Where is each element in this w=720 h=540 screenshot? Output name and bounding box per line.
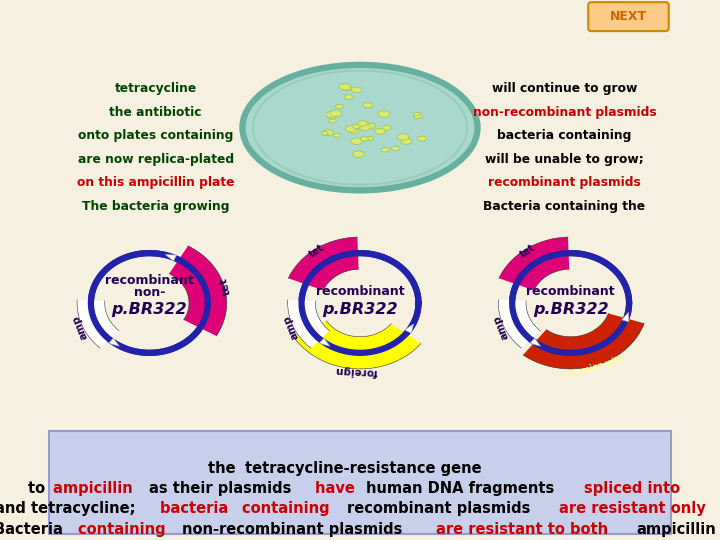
- Ellipse shape: [366, 137, 374, 140]
- Polygon shape: [169, 246, 227, 336]
- Text: are resistant only: are resistant only: [559, 501, 706, 516]
- Polygon shape: [288, 300, 330, 348]
- Polygon shape: [294, 321, 421, 369]
- Text: and tetracycline;: and tetracycline;: [0, 501, 141, 516]
- Text: human DNA fragments: human DNA fragments: [366, 481, 559, 496]
- Polygon shape: [288, 237, 359, 291]
- Ellipse shape: [378, 111, 390, 117]
- Text: recombinant plasmids: recombinant plasmids: [488, 177, 641, 190]
- Text: bacteria: bacteria: [160, 501, 233, 516]
- Ellipse shape: [346, 126, 356, 132]
- Text: spliced into: spliced into: [584, 481, 680, 496]
- Text: p.BR322: p.BR322: [322, 302, 398, 318]
- Polygon shape: [499, 237, 570, 291]
- Text: tetracycline-resistance gene: tetracycline-resistance gene: [245, 461, 482, 476]
- Ellipse shape: [381, 147, 390, 152]
- Ellipse shape: [243, 65, 477, 191]
- Ellipse shape: [363, 103, 372, 108]
- Ellipse shape: [366, 123, 375, 129]
- Text: are resistant to both: are resistant to both: [436, 522, 613, 537]
- Ellipse shape: [397, 134, 409, 140]
- Ellipse shape: [333, 133, 341, 137]
- Ellipse shape: [339, 84, 351, 90]
- Ellipse shape: [323, 130, 333, 136]
- Ellipse shape: [351, 87, 362, 93]
- Ellipse shape: [417, 136, 426, 141]
- Ellipse shape: [358, 124, 366, 128]
- Polygon shape: [77, 300, 119, 348]
- Ellipse shape: [343, 86, 352, 91]
- Text: have: have: [315, 481, 360, 496]
- Text: the: the: [208, 461, 241, 476]
- Text: Bacteria: Bacteria: [0, 522, 68, 537]
- Text: the antibiotic: the antibiotic: [109, 106, 202, 119]
- Polygon shape: [166, 254, 176, 261]
- Ellipse shape: [358, 121, 367, 126]
- Text: non-recombinant plasmids: non-recombinant plasmids: [472, 106, 656, 119]
- Text: will continue to grow: will continue to grow: [492, 82, 637, 95]
- Ellipse shape: [359, 122, 370, 127]
- Ellipse shape: [359, 124, 371, 131]
- Text: p.BR322: p.BR322: [112, 302, 187, 318]
- Ellipse shape: [413, 113, 423, 118]
- FancyBboxPatch shape: [49, 430, 671, 534]
- Text: will be unable to grow;: will be unable to grow;: [485, 153, 644, 166]
- Text: foreign: foreign: [334, 364, 377, 376]
- Ellipse shape: [361, 137, 369, 141]
- Text: non-recombinant plasmids: non-recombinant plasmids: [182, 522, 408, 537]
- Ellipse shape: [374, 129, 385, 134]
- Ellipse shape: [382, 125, 391, 130]
- Polygon shape: [622, 312, 629, 322]
- Polygon shape: [498, 300, 540, 348]
- Text: p.BR322: p.BR322: [533, 302, 608, 318]
- Polygon shape: [523, 313, 644, 369]
- Text: tet: tet: [518, 242, 537, 259]
- Text: recombinant plasmids: recombinant plasmids: [347, 501, 535, 516]
- Text: onto plates containing: onto plates containing: [78, 129, 233, 142]
- FancyBboxPatch shape: [588, 2, 669, 31]
- Ellipse shape: [392, 146, 400, 151]
- Ellipse shape: [353, 151, 364, 157]
- Ellipse shape: [322, 132, 328, 135]
- Text: as their plasmids: as their plasmids: [149, 481, 297, 496]
- Text: bacteria containing: bacteria containing: [497, 129, 631, 142]
- Text: tet: tet: [218, 275, 233, 295]
- Text: tet: tet: [307, 242, 326, 259]
- Text: Bacteria containing the: Bacteria containing the: [483, 200, 645, 213]
- Text: amp: amp: [282, 313, 300, 341]
- Polygon shape: [530, 338, 541, 346]
- Text: amp: amp: [71, 313, 89, 341]
- Ellipse shape: [326, 111, 338, 118]
- Text: containing: containing: [78, 522, 171, 537]
- Ellipse shape: [344, 94, 354, 99]
- Text: recombinant: recombinant: [105, 274, 194, 287]
- Text: recombinant: recombinant: [315, 285, 405, 298]
- Ellipse shape: [329, 119, 336, 123]
- Ellipse shape: [352, 124, 360, 129]
- Text: non-: non-: [134, 286, 165, 299]
- Ellipse shape: [351, 138, 363, 145]
- Polygon shape: [319, 338, 330, 346]
- Text: ampicillin: ampicillin: [53, 481, 138, 496]
- Ellipse shape: [330, 110, 342, 117]
- Text: ampicillin: ampicillin: [636, 522, 716, 537]
- Polygon shape: [405, 324, 413, 333]
- Text: are now replica-plated: are now replica-plated: [78, 153, 234, 166]
- Polygon shape: [109, 338, 120, 346]
- Text: amp: amp: [492, 313, 510, 341]
- Ellipse shape: [350, 129, 359, 133]
- Text: tetracycline: tetracycline: [114, 82, 197, 95]
- Text: on this ampicillin plate: on this ampicillin plate: [77, 177, 235, 190]
- Text: recombinant: recombinant: [526, 285, 615, 298]
- Text: The bacteria growing: The bacteria growing: [82, 200, 230, 213]
- Text: t. foreign with: t. foreign with: [563, 355, 625, 381]
- Ellipse shape: [336, 104, 343, 109]
- Ellipse shape: [401, 138, 412, 144]
- Text: containing: containing: [242, 501, 335, 516]
- Ellipse shape: [413, 112, 420, 116]
- Text: to: to: [28, 481, 50, 496]
- Text: NEXT: NEXT: [610, 10, 647, 23]
